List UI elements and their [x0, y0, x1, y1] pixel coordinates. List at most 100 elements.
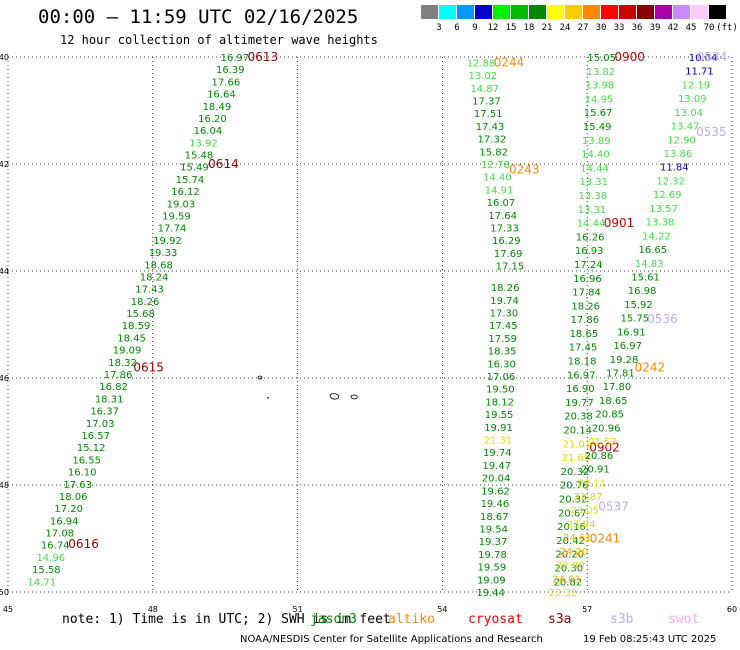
wave-height-value: 18.59: [122, 321, 151, 332]
wave-height-value: 13.98: [586, 81, 615, 92]
pass-time-label: 0900: [614, 50, 645, 64]
lat-tick-label: -48: [0, 481, 9, 490]
wave-height-value: 20.14: [563, 426, 592, 437]
pass-time-label: 0534: [697, 50, 728, 64]
wave-height-value: 14.22: [642, 231, 671, 242]
wave-height-value: 17.86: [570, 315, 599, 326]
wave-height-value: 14.71: [27, 577, 56, 588]
wave-height-value: 17.20: [54, 504, 83, 515]
legend-label: 18: [523, 23, 535, 33]
wave-height-value: 19.44: [476, 588, 505, 599]
legend-label: 6: [454, 23, 460, 33]
pass-time-label: 0901: [604, 216, 635, 230]
island-outlines: [257, 375, 358, 400]
wave-height-value: 18.06: [59, 492, 88, 503]
lat-tick-label: -42: [0, 160, 9, 169]
wave-height-value: 24.61: [563, 533, 592, 544]
legend-swatch: [421, 5, 438, 19]
wave-height-value: 19.62: [481, 486, 510, 497]
wave-height-value: 24.01: [552, 574, 581, 585]
wave-height-value: 19.54: [479, 524, 508, 535]
wave-height-value: 14.91: [485, 185, 514, 196]
wave-height-value: 18.26: [571, 301, 600, 312]
wave-height-value: 21.69: [562, 453, 591, 464]
legend-swatch: [601, 5, 618, 19]
wave-height-value: 12.69: [653, 190, 682, 201]
lon-tick-label: 57: [582, 605, 592, 614]
wave-height-value: 15.67: [584, 108, 613, 119]
wave-height-value: 18.12: [485, 397, 514, 408]
wave-height-value: 18.24: [140, 272, 169, 283]
wave-height-value: 19.59: [478, 563, 507, 574]
wave-height-value: 14.44: [580, 163, 609, 174]
wave-height-value: 16.97: [221, 53, 250, 64]
wave-height-value: 16.39: [216, 65, 245, 76]
lat-tick-label: -50: [0, 588, 9, 597]
legend-label: 27: [577, 23, 589, 33]
legend-swatch: [529, 5, 546, 19]
wave-height-value: 13.09: [678, 94, 707, 105]
wave-height-value: 18.26: [131, 297, 160, 308]
wave-height-value: 17.84: [572, 288, 601, 299]
lon-tick-label: 60: [727, 605, 737, 614]
wave-height-value: 20.38: [564, 412, 593, 423]
wave-height-value: 16.04: [194, 126, 223, 137]
wave-height-value: 23.05: [570, 506, 599, 517]
wave-height-value: 16.82: [99, 382, 128, 393]
legend-label: 33: [613, 23, 625, 33]
legend-label: 24: [559, 23, 571, 33]
pass-time-label: 0902: [589, 441, 620, 455]
wave-height-value: 21.01: [562, 439, 591, 450]
wave-height-value: 16.93: [575, 246, 604, 257]
legend-label: 39: [649, 23, 661, 33]
wave-height-value: 16.94: [50, 516, 79, 527]
legend-label: 21: [541, 23, 553, 33]
wave-height-value: 18.31: [95, 394, 124, 405]
pass-time-label: 0537: [598, 499, 629, 513]
wave-height-value: 19.55: [485, 410, 514, 421]
legend-swatch: [439, 5, 456, 19]
wave-height-value: 17.30: [490, 308, 519, 319]
lat-tick-label: -46: [0, 374, 9, 383]
wave-height-value: 13.02: [469, 71, 498, 82]
lat-tick-label: -40: [0, 53, 9, 62]
wave-height-value: 16.26: [576, 232, 605, 243]
wave-height-value: 21.31: [484, 436, 513, 447]
legend-label: 45: [685, 23, 697, 33]
wave-height-value: 16.29: [492, 236, 521, 247]
wave-height-value: 20.42: [556, 536, 585, 547]
wave-height-value: 18.26: [491, 283, 520, 294]
wave-height-value: 20.04: [482, 474, 511, 485]
legend-swatch: [493, 5, 510, 19]
lon-tick-label: 48: [148, 605, 158, 614]
wave-height-value: 17.80: [603, 382, 632, 393]
wave-height-value: 19.28: [610, 355, 639, 366]
wave-height-value: 17.86: [104, 370, 133, 381]
legend-swatch: [637, 5, 654, 19]
legend-swatch: [565, 5, 582, 19]
wave-height-value: 20.96: [592, 423, 621, 434]
mission-swot: swot: [668, 612, 700, 627]
legend-swatch: [691, 5, 708, 19]
wave-height-value: 19.74: [490, 296, 519, 307]
wave-height-value: 19.47: [482, 461, 511, 472]
wave-height-value: 14.40: [581, 150, 610, 161]
wave-height-value: 20.82: [554, 577, 583, 588]
legend-swatch: [619, 5, 636, 19]
wave-height-value: 19.78: [478, 550, 507, 561]
wave-height-value: 17.45: [489, 321, 518, 332]
legend-swatch: [655, 5, 672, 19]
wave-height-value: 17.63: [63, 480, 92, 491]
wave-height-value: 17.33: [490, 224, 519, 235]
wave-height-value: 18.18: [568, 357, 597, 368]
pass-time-label: 0613: [248, 50, 279, 64]
mission-cryosat: cryosat: [468, 612, 523, 627]
wave-height-value: 22.90: [556, 561, 585, 572]
wave-height-value: 16.12: [171, 187, 200, 198]
footer-note: note: 1) Time is in UTC; 2) SWH is in fe…: [62, 612, 391, 627]
wave-height-value: 17.43: [135, 285, 164, 296]
wave-height-value: 17.06: [487, 372, 516, 383]
legend-swatch: [457, 5, 474, 19]
wave-height-value: 15.74: [176, 175, 205, 186]
